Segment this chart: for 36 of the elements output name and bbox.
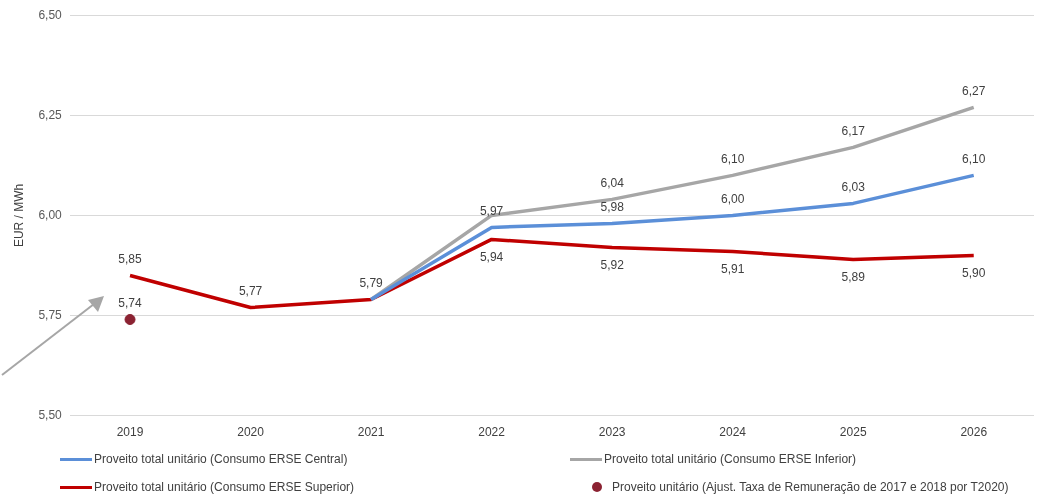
data-label: 5,90 [962, 265, 986, 280]
y-axis-title: EUR / MWh [11, 183, 26, 248]
x-tick-label: 2025 [839, 425, 867, 440]
x-tick-label: 2020 [237, 425, 265, 440]
x-tick-label: 2019 [116, 425, 144, 440]
data-label: 6,10 [962, 151, 986, 166]
data-label: 6,00 [720, 191, 745, 206]
y-tick-label: 5,75 [38, 307, 63, 322]
y-tick-label: 6,50 [38, 7, 63, 22]
data-label: 5,74 [118, 295, 143, 310]
legend-label: Proveito unitário (Ajust. Taxa de Remuneração de 2017 e 2018 por T2020) [612, 480, 1009, 494]
x-tick-label: 2022 [478, 425, 506, 440]
y-tick-label: 5,50 [38, 407, 63, 422]
data-label: 6,03 [841, 179, 866, 194]
data-label: 5,77 [238, 283, 263, 298]
data-label: 5,92 [600, 257, 625, 272]
x-tick-label: 2026 [960, 425, 988, 440]
data-label: 5,98 [600, 199, 625, 214]
y-tick-label: 6,25 [38, 107, 63, 122]
data-label: 5,79 [359, 275, 384, 290]
legend-label: Proveito total unitário (Consumo ERSE Inferior) [604, 452, 857, 466]
data-label: 5,94 [479, 249, 504, 264]
data-label: 6,04 [600, 175, 625, 190]
data-label: 6,10 [720, 151, 745, 166]
x-tick-label: 2023 [598, 425, 626, 440]
legend-label: Proveito total unitário (Consumo ERSE Central) [94, 452, 348, 466]
legend-label: Proveito total unitário (Consumo ERSE Superior) [94, 480, 355, 494]
x-tick-label: 2021 [357, 425, 385, 440]
y-tick-label: 6,00 [38, 207, 63, 222]
data-label: 5,89 [841, 269, 866, 284]
data-label: 5,85 [118, 251, 143, 266]
data-label: 5,97 [479, 203, 504, 218]
data-label: 6,27 [962, 83, 986, 98]
x-tick-label: 2024 [719, 425, 747, 440]
data-label: 6,17 [841, 123, 866, 138]
data-label: 5,91 [720, 261, 745, 276]
